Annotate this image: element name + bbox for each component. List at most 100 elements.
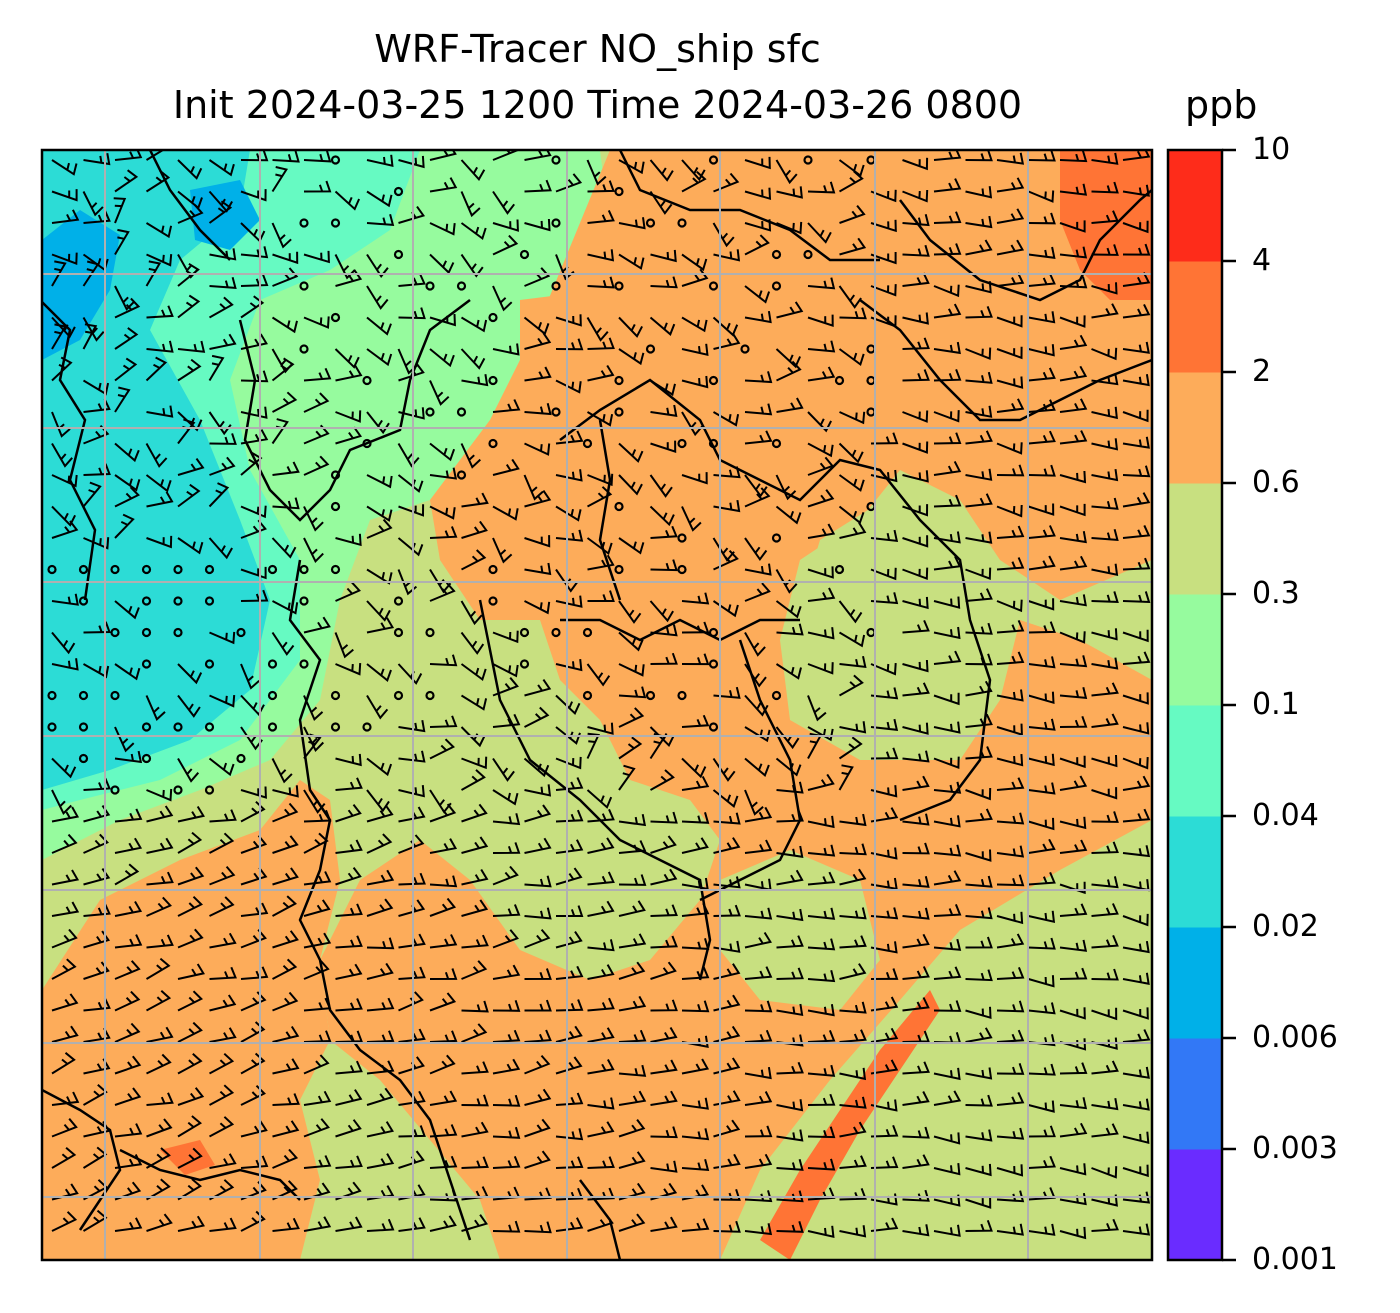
wind-barb <box>681 343 709 356</box>
wind-barb <box>398 785 425 798</box>
wind-barb <box>492 929 519 949</box>
calm-wind-marker <box>330 501 341 512</box>
wind-barb <box>335 839 363 854</box>
wind-barb <box>776 869 804 886</box>
wind-barb <box>681 877 709 891</box>
wind-barb <box>51 1052 76 1075</box>
wind-barb <box>618 316 643 338</box>
wind-barb <box>1122 409 1149 423</box>
wind-barb <box>870 469 898 483</box>
calm-wind-marker <box>488 596 498 606</box>
calm-wind-marker <box>645 218 656 228</box>
calm-wind-marker <box>173 785 183 795</box>
calm-wind-marker <box>173 596 183 606</box>
wind-barb <box>744 563 772 576</box>
wind-barb <box>838 764 854 791</box>
wind-barb <box>870 968 899 980</box>
wind-barb <box>209 809 237 823</box>
wind-barb <box>146 535 173 549</box>
wind-barb <box>1091 591 1119 603</box>
wind-barb <box>114 285 136 311</box>
wind-barb <box>208 354 225 382</box>
wind-barb <box>839 907 867 920</box>
wind-barb <box>744 487 771 508</box>
wind-barb <box>51 806 80 823</box>
wind-barb <box>870 907 899 920</box>
wind-barb <box>996 689 1024 702</box>
wind-barb <box>713 550 739 571</box>
wind-barb <box>996 845 1025 858</box>
wind-barb <box>208 537 233 560</box>
wind-barb <box>650 440 677 453</box>
wind-barb <box>933 1132 961 1145</box>
wind-barb <box>524 562 552 576</box>
colorbar-ticks <box>1222 148 1236 1262</box>
wind-barb <box>933 178 962 193</box>
wind-barb <box>1091 282 1118 295</box>
wind-barb <box>271 316 298 334</box>
wind-barb <box>1028 555 1056 571</box>
wind-barb <box>524 1221 552 1234</box>
calm-wind-marker <box>740 344 750 354</box>
wind-barb <box>933 341 961 355</box>
wind-barb <box>933 1224 961 1237</box>
calm-wind-marker <box>771 533 782 543</box>
wind-barb <box>1028 1002 1056 1015</box>
wind-barb <box>555 1092 584 1106</box>
wind-barb <box>114 1123 143 1138</box>
wind-barb <box>713 940 741 953</box>
wind-barb <box>524 907 552 920</box>
wind-barb <box>618 686 647 699</box>
wind-barb <box>461 374 489 387</box>
wind-barb <box>712 222 735 248</box>
calm-wind-marker <box>456 470 467 480</box>
wind-barb <box>366 348 393 367</box>
wind-barb <box>807 222 832 244</box>
wind-barb <box>902 1154 930 1169</box>
wind-barb <box>429 992 457 1012</box>
wind-barb <box>1122 374 1150 387</box>
wind-barb <box>177 537 204 555</box>
wind-barb <box>366 1153 395 1169</box>
wind-barb <box>1028 621 1056 634</box>
wind-barb <box>587 900 615 917</box>
wind-barb <box>272 1025 300 1043</box>
wind-barb <box>146 896 172 917</box>
wind-barb <box>870 847 898 860</box>
wind-barb <box>902 272 930 287</box>
wind-barb <box>177 1147 203 1169</box>
wind-barb <box>1122 465 1151 478</box>
concentration-contour <box>520 290 700 470</box>
wind-barb <box>51 658 79 671</box>
wind-barb <box>744 1125 773 1138</box>
wind-barb <box>650 1090 678 1106</box>
wind-barb <box>335 1216 363 1232</box>
calm-wind-marker <box>236 627 246 638</box>
calm-wind-marker <box>708 155 719 165</box>
wind-barb <box>335 365 363 382</box>
wind-barb <box>145 356 168 382</box>
wind-barb <box>1059 939 1088 952</box>
colorbar-tick-label: 4 <box>1252 243 1272 278</box>
wind-barb <box>429 380 450 406</box>
calm-wind-marker <box>173 722 183 732</box>
wind-barb <box>870 807 899 823</box>
wind-barb <box>492 999 521 1012</box>
wind-barb <box>555 595 583 608</box>
wind-barb <box>1122 1131 1150 1145</box>
wind-barb <box>272 1120 300 1138</box>
wind-barb <box>492 458 520 476</box>
calm-wind-marker <box>204 596 215 606</box>
wind-barb <box>996 812 1025 825</box>
wind-barb <box>1091 347 1118 361</box>
wind-barb <box>713 994 741 1012</box>
wind-barb <box>933 243 962 256</box>
wind-barb <box>429 1215 457 1232</box>
wind-barb <box>870 252 897 265</box>
colorbar-segment <box>1168 594 1222 706</box>
wind-barb <box>1028 691 1055 705</box>
wind-barb <box>335 753 362 767</box>
wind-barb <box>240 246 269 259</box>
wind-barb <box>838 600 863 624</box>
wind-barb <box>51 928 78 949</box>
